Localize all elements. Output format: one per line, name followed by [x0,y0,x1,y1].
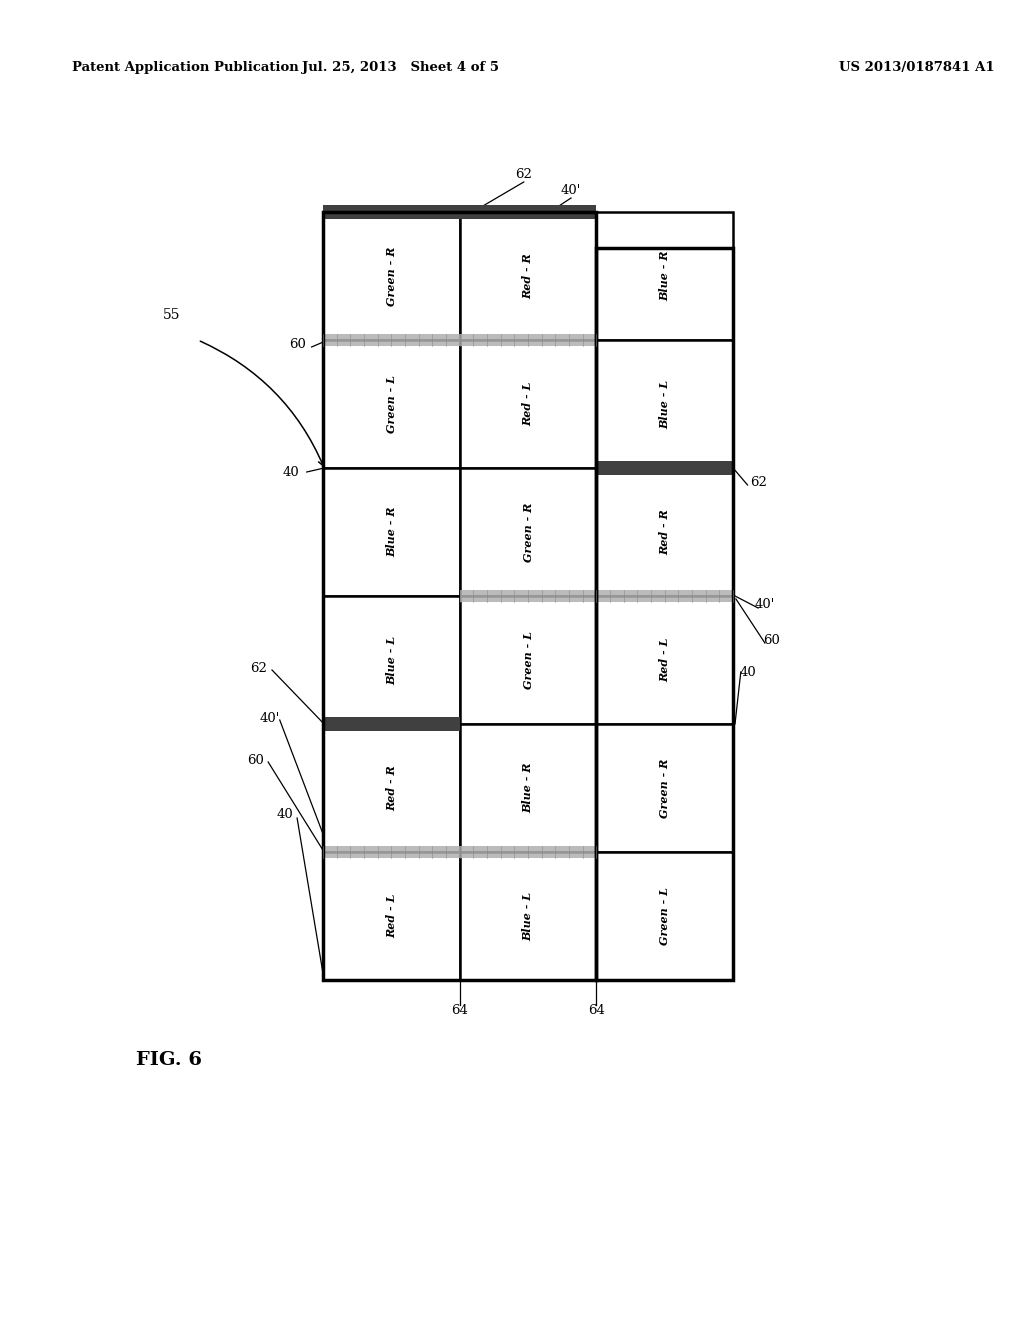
FancyBboxPatch shape [460,341,596,469]
FancyBboxPatch shape [324,341,460,469]
Text: US 2013/0187841 A1: US 2013/0187841 A1 [840,62,994,74]
Text: 40': 40' [561,183,582,197]
Text: Green - R: Green - R [386,247,397,306]
Text: Green - R: Green - R [659,758,671,817]
Bar [324,717,460,731]
FancyBboxPatch shape [460,723,596,851]
Text: 62: 62 [750,475,767,488]
Text: 60: 60 [763,634,780,647]
FancyBboxPatch shape [596,597,733,723]
Bar [596,461,733,475]
FancyBboxPatch shape [324,723,460,851]
Bar [324,213,596,979]
Text: Red - L: Red - L [386,894,397,939]
FancyBboxPatch shape [596,213,733,341]
Text: Green - L: Green - L [659,887,671,945]
Text: 62: 62 [515,169,532,181]
Text: 64: 64 [452,1003,468,1016]
Text: Green - R: Green - R [522,503,534,562]
Text: 40': 40' [755,598,775,611]
Text: 60: 60 [289,338,305,351]
Text: 40: 40 [739,665,756,678]
Bar [596,248,733,979]
Bar [324,334,596,346]
Text: 40': 40' [260,711,281,725]
Text: Blue - R: Blue - R [522,763,534,813]
FancyBboxPatch shape [324,597,460,723]
FancyBboxPatch shape [460,469,596,597]
Bar [324,205,596,219]
FancyBboxPatch shape [460,213,596,341]
Text: Red - R: Red - R [659,510,671,554]
Text: 64: 64 [588,1003,605,1016]
Text: Green - L: Green - L [522,631,534,689]
FancyBboxPatch shape [460,851,596,979]
Text: 62: 62 [250,661,267,675]
Text: 55: 55 [163,308,180,322]
FancyBboxPatch shape [324,213,460,341]
Text: Red - R: Red - R [522,253,534,298]
Text: Green - L: Green - L [386,375,397,433]
Text: 40: 40 [283,466,300,479]
Bar [460,590,733,602]
FancyBboxPatch shape [596,341,733,469]
Text: Blue - L: Blue - L [386,635,397,685]
Text: FIG. 6: FIG. 6 [136,1051,202,1069]
Text: Blue - L: Blue - L [522,891,534,941]
Text: Blue - R: Blue - R [659,251,671,301]
Text: 60: 60 [247,754,264,767]
FancyBboxPatch shape [460,597,596,723]
FancyBboxPatch shape [324,851,460,979]
FancyBboxPatch shape [596,469,733,597]
FancyBboxPatch shape [596,723,733,851]
Text: Patent Application Publication: Patent Application Publication [73,62,299,74]
FancyBboxPatch shape [596,851,733,979]
Text: Blue - R: Blue - R [386,507,397,557]
Text: 40: 40 [276,808,293,821]
Text: Red - L: Red - L [659,638,671,682]
Bar [324,846,596,858]
Text: Red - R: Red - R [386,766,397,810]
Text: Jul. 25, 2013   Sheet 4 of 5: Jul. 25, 2013 Sheet 4 of 5 [302,62,499,74]
Text: Red - L: Red - L [522,381,534,426]
FancyBboxPatch shape [324,469,460,597]
Text: Blue - L: Blue - L [659,379,671,429]
